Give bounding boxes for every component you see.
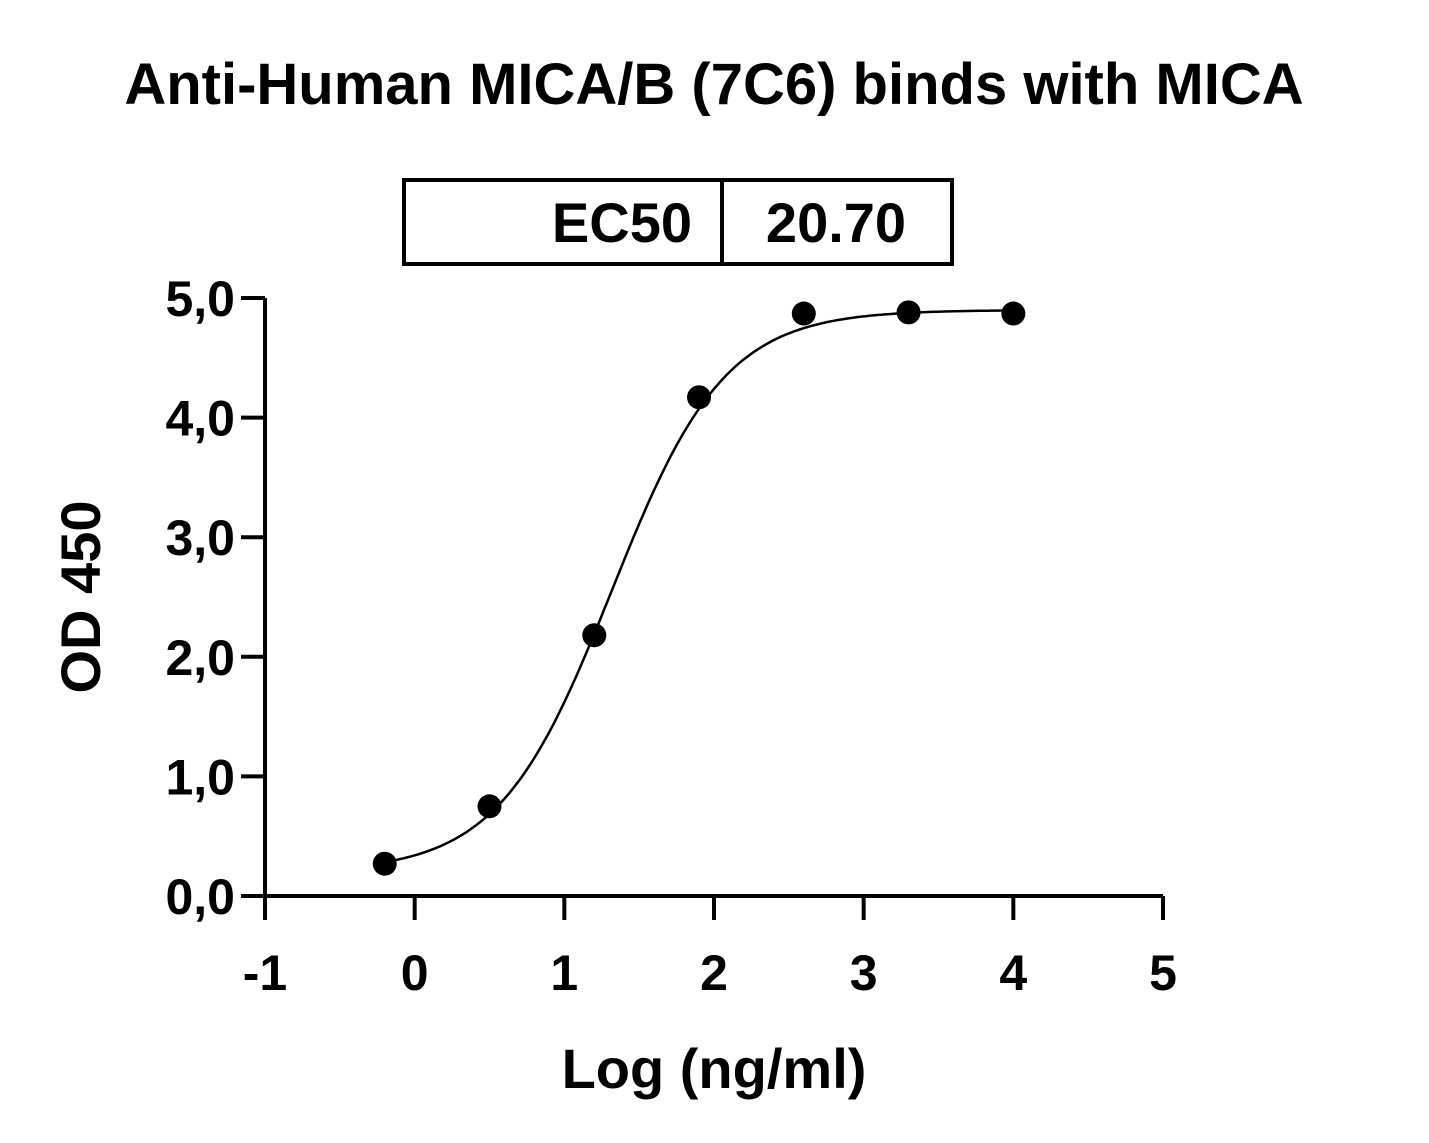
x-tick-label: 3 — [850, 945, 878, 1001]
data-point — [791, 301, 816, 326]
x-tick-label: 0 — [401, 945, 429, 1001]
x-tick-label: 4 — [999, 945, 1027, 1001]
x-axis: -1 0 1 2 3 4 5 — [243, 894, 1177, 1001]
y-tick-label: 0,0 — [165, 869, 235, 925]
y-tick-label: 4,0 — [165, 391, 235, 447]
data-point — [896, 300, 921, 325]
y-axis-label: OD 450 — [49, 501, 112, 694]
y-tick-label: 5,0 — [165, 271, 235, 327]
y-axis: 0,0 1,0 2,0 3,0 4,0 5,0 — [165, 271, 267, 925]
ec50-label: EC50 — [552, 191, 692, 254]
data-point — [372, 851, 397, 876]
data-point — [477, 794, 502, 819]
ec50-value: 20.70 — [766, 191, 906, 254]
x-tick-label: -1 — [243, 945, 287, 1001]
data-point — [687, 385, 712, 410]
x-tick-label: 2 — [700, 945, 728, 1001]
chart-title: Anti-Human MICA/B (7C6) binds with MICA — [124, 52, 1303, 117]
x-tick-label: 5 — [1149, 945, 1177, 1001]
x-tick-label: 1 — [550, 945, 578, 1001]
data-point — [1001, 301, 1026, 326]
data-points — [372, 300, 1026, 876]
y-tick-label: 2,0 — [165, 630, 235, 686]
ec50-table: EC50 20.70 — [402, 178, 954, 266]
ec50-table-frame — [402, 178, 954, 266]
data-point — [582, 623, 607, 648]
y-tick-label: 3,0 — [165, 510, 235, 566]
x-axis-label: Log (ng/ml) — [562, 1037, 867, 1100]
y-tick-label: 1,0 — [165, 749, 235, 805]
